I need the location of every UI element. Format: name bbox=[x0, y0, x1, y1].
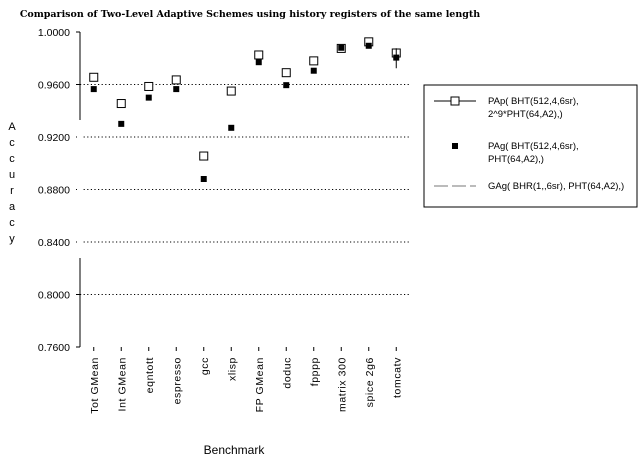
x-tick-label: spice 2g6 bbox=[364, 357, 376, 407]
pag-point bbox=[145, 94, 152, 101]
legend-label: PAg( BHT(512,4,6sr), bbox=[488, 141, 579, 152]
pag-point bbox=[118, 120, 125, 127]
x-tick-label: FP GMean bbox=[254, 357, 266, 412]
y-axis-label-char: y bbox=[9, 233, 15, 245]
y-axis-label-char: c bbox=[9, 137, 15, 149]
y-tick-label: 1.0000 bbox=[38, 27, 70, 39]
x-tick-label: doduc bbox=[281, 357, 293, 389]
pap-point bbox=[281, 68, 291, 78]
x-axis-label: Benchmark bbox=[204, 443, 266, 457]
x-tick-label: fpppp bbox=[309, 357, 321, 386]
pag-point bbox=[338, 44, 345, 51]
legend-marker-filled-square bbox=[452, 143, 458, 149]
y-tick-label: 0.9200 bbox=[38, 132, 70, 144]
x-tick-label: espresso bbox=[171, 357, 183, 404]
pag-point bbox=[283, 82, 290, 89]
y-axis-label-char: a bbox=[9, 201, 16, 213]
pag-point bbox=[310, 67, 317, 74]
x-tick-label: gcc bbox=[199, 357, 211, 375]
legend: PAp( BHT(512,4,6sr), 2^9*PHT(64,A2),) PAg(… bbox=[423, 84, 638, 208]
legend-marker-open-square bbox=[450, 96, 460, 106]
data-marks bbox=[89, 37, 401, 182]
y-tick-label: 0.8800 bbox=[38, 185, 70, 197]
pag-point bbox=[228, 124, 235, 131]
x-tick-label: tomcatv bbox=[391, 357, 403, 398]
pap-point bbox=[171, 75, 181, 85]
y-axis-label-char: c bbox=[9, 217, 15, 229]
pag-point bbox=[173, 86, 180, 93]
legend-label: 2^9*PHT(64,A2),) bbox=[488, 109, 563, 120]
pag-point bbox=[255, 59, 262, 66]
x-tick-label: matrix 300 bbox=[336, 357, 348, 412]
pap-point bbox=[116, 99, 126, 109]
y-axis-label-char: r bbox=[10, 185, 14, 197]
pap-point bbox=[89, 72, 99, 82]
pap-point bbox=[199, 151, 209, 161]
x-tick-label: Tot GMean bbox=[89, 357, 101, 414]
y-tick-label: 0.8400 bbox=[38, 237, 70, 249]
pag-point bbox=[90, 86, 97, 93]
x-tick-labels: Tot GMean Int GMean eqntott espresso gcc xlis… bbox=[89, 357, 404, 414]
x-tick-label: Int GMean bbox=[116, 357, 128, 411]
y-tick-labels: 1.0000 0.9600 0.9200 0.8800 0.8400 0.8000 0.76… bbox=[38, 27, 70, 354]
y-label-gap bbox=[77, 120, 83, 258]
axes bbox=[76, 31, 397, 351]
pap-point bbox=[226, 86, 236, 96]
pap-point bbox=[144, 81, 154, 91]
chart-title: Comparison of Two-Level Adaptive Schemes… bbox=[20, 9, 480, 20]
legend-label: PHT(64,A2),) bbox=[488, 154, 544, 165]
y-axis-label-char: c bbox=[9, 153, 15, 165]
y-axis-label-char: u bbox=[9, 169, 15, 181]
y-axis-label-char: A bbox=[8, 121, 16, 133]
pap-point bbox=[309, 56, 319, 66]
legend-label: GAg( BHR(1,,6sr), PHT(64,A2),) bbox=[488, 181, 624, 192]
x-tick-label: eqntott bbox=[144, 357, 156, 393]
y-tick-label: 0.7600 bbox=[38, 342, 70, 354]
y-tick-label: 0.8000 bbox=[38, 290, 70, 302]
pag-point bbox=[200, 176, 207, 182]
grid-lines bbox=[80, 83, 410, 296]
legend-label: PAp( BHT(512,4,6sr), bbox=[488, 96, 579, 107]
pap-point bbox=[254, 50, 264, 60]
y-tick-label: 0.9600 bbox=[38, 80, 70, 92]
pag-point bbox=[365, 42, 372, 49]
x-tick-label: xlisp bbox=[226, 357, 238, 381]
